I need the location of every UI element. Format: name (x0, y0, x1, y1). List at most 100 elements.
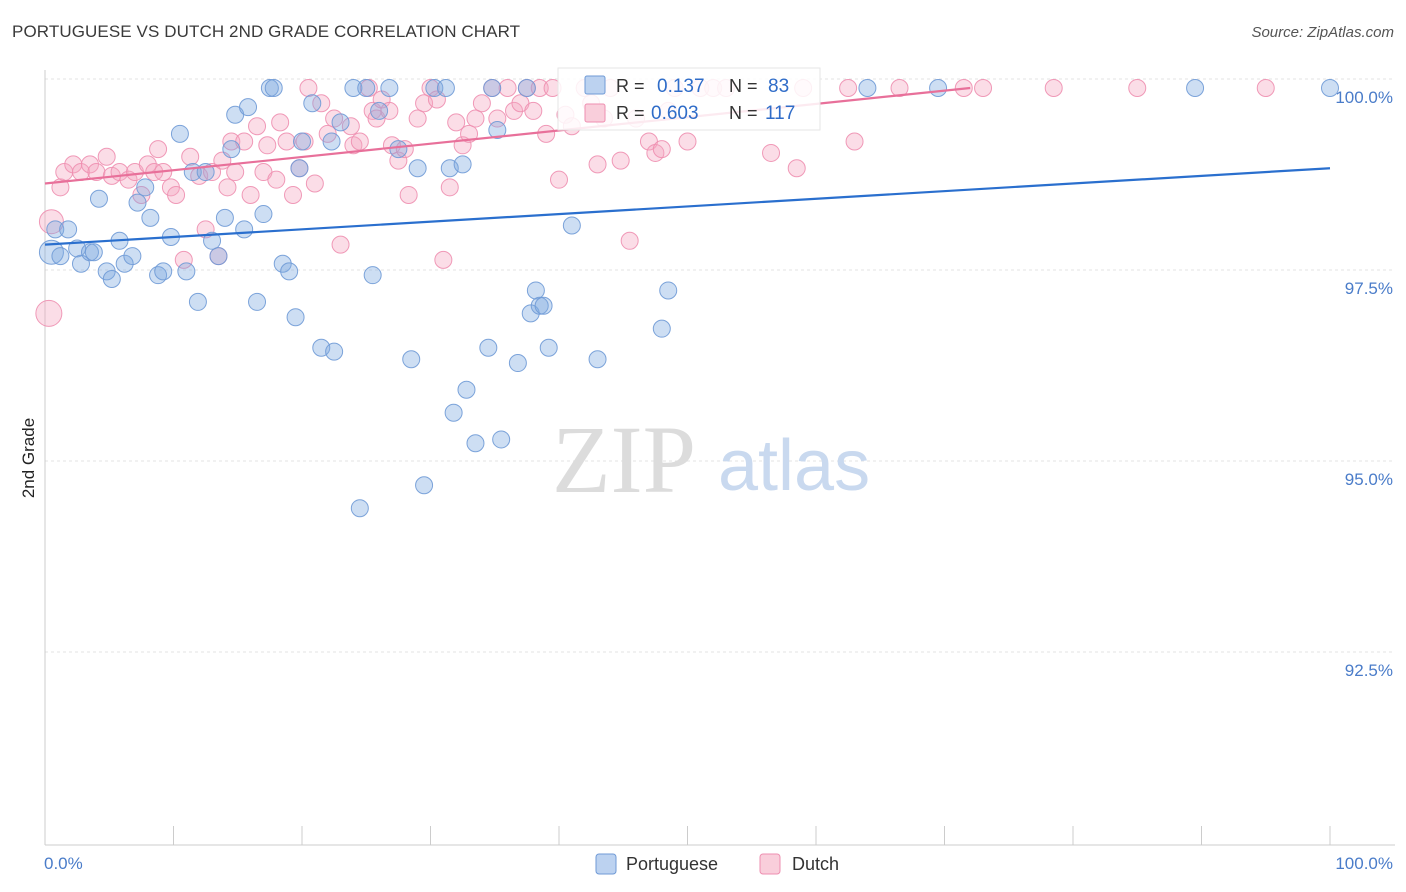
dutch-point (97, 147, 116, 166)
portuguese-point (363, 266, 382, 285)
portuguese-point (215, 208, 234, 227)
bottom-legend: Portuguese Dutch (595, 853, 839, 875)
dutch-point (839, 79, 858, 97)
dutch-point (299, 79, 318, 97)
portuguese-point (588, 350, 607, 369)
dutch-point (399, 185, 418, 204)
portuguese-point (453, 155, 472, 174)
dutch-point (762, 143, 781, 162)
dutch-point (530, 79, 549, 97)
portuguese-point (170, 124, 189, 143)
legend-swatch-dutch (584, 103, 606, 123)
dutch-point (248, 117, 267, 136)
portuguese-point (380, 79, 399, 97)
legend-swatch-portuguese (584, 75, 606, 95)
bottom-legend-swatch-dutch (759, 853, 781, 875)
dutch-point (380, 101, 399, 120)
portuguese-point (534, 296, 553, 315)
dutch-point (466, 109, 485, 128)
portuguese-point (239, 98, 258, 117)
dutch-point (498, 79, 517, 97)
dutch-point (1256, 79, 1275, 97)
portuguese-point (46, 220, 65, 239)
bottom-legend-swatch-portuguese (595, 853, 617, 875)
dutch-point (331, 235, 350, 254)
portuguese-point (80, 243, 99, 262)
y-tick-labels: 100.0% 97.5% 95.0% 92.5% (1335, 88, 1393, 680)
dutch-point (87, 163, 106, 182)
dutch-point (181, 147, 200, 166)
portuguese-point (123, 247, 142, 266)
dutch-point (258, 136, 277, 155)
dutch-point (550, 170, 568, 189)
y-tick-label-2: 95.0% (1345, 470, 1393, 489)
portuguese-point (488, 121, 507, 140)
dutch-point (1128, 79, 1147, 97)
dutch-point (1044, 79, 1063, 97)
portuguese-points (38, 79, 1339, 518)
portuguese-point (1321, 79, 1339, 97)
portuguese-point (408, 159, 427, 178)
dutch-point (80, 155, 99, 174)
dutch-point (440, 178, 459, 197)
y-axis-label: 2nd Grade (19, 418, 38, 498)
portuguese-point (177, 262, 196, 281)
dutch-point (505, 101, 524, 120)
portuguese-point (444, 403, 463, 422)
portuguese-point (402, 350, 421, 369)
dutch-point (620, 231, 639, 250)
dutch-point (524, 101, 543, 120)
dutch-point (447, 113, 466, 132)
portuguese-point (652, 319, 671, 338)
legend-n-value-portuguese: 83 (768, 76, 789, 97)
portuguese-point (248, 292, 267, 311)
x-tick-label-0: 0.0% (44, 854, 83, 873)
portuguese-point (154, 262, 173, 281)
dutch-point (196, 220, 215, 239)
dutch-point (35, 299, 63, 327)
chart-source: Source: ZipAtlas.com (1251, 24, 1394, 41)
dutch-point (408, 109, 427, 128)
y-tick-label-1: 97.5% (1345, 279, 1393, 298)
x-tick-labels: 0.0% 100.0% (44, 854, 1393, 873)
x-tick-label-1: 100.0% (1335, 854, 1393, 873)
portuguese-point (102, 270, 121, 288)
watermark-atlas: atlas (718, 426, 870, 506)
dutch-point (149, 140, 168, 159)
portuguese-point (222, 140, 241, 159)
portuguese-point (483, 79, 502, 97)
watermark-zip: ZIP (552, 406, 696, 513)
dutch-point (434, 250, 453, 269)
portuguese-point (322, 132, 341, 151)
dutch-point (218, 178, 237, 197)
gridlines (45, 78, 1395, 653)
bottom-legend-label-portuguese: Portuguese (626, 854, 718, 874)
portuguese-point (51, 247, 70, 266)
portuguese-point (530, 296, 549, 315)
portuguese-point (273, 254, 292, 273)
portuguese-point (141, 208, 160, 227)
portuguese-point (457, 380, 476, 399)
dutch-point (588, 155, 607, 174)
portuguese-point (479, 338, 498, 357)
portuguese-point (659, 281, 678, 300)
portuguese-point (38, 239, 64, 265)
dutch-point (472, 94, 491, 113)
portuguese-point (325, 342, 344, 361)
legend-r-value-portuguese: 0.137 (657, 76, 705, 97)
dutch-point (174, 250, 193, 269)
portuguese-point (350, 499, 369, 518)
portuguese-point (466, 434, 485, 453)
watermark: ZIP atlas (552, 406, 870, 513)
portuguese-point (357, 79, 376, 97)
dutch-point (267, 170, 286, 189)
portuguese-point (858, 79, 877, 97)
portuguese-point (492, 430, 511, 449)
portuguese-point (260, 79, 279, 97)
dutch-point (890, 79, 909, 97)
bottom-legend-label-dutch: Dutch (792, 854, 839, 874)
portuguese-point (562, 216, 581, 235)
dutch-point (277, 132, 296, 151)
dutch-point (974, 79, 993, 97)
